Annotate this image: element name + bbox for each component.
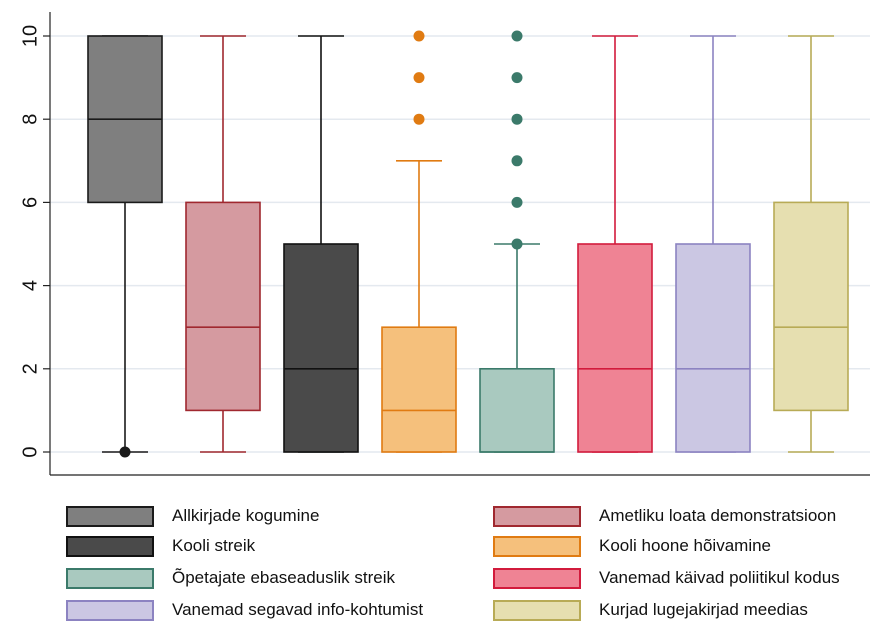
legend-label: Õpetajate ebaseaduslik streik	[172, 568, 396, 587]
legend-label: Kurjad lugejakirjad meedias	[599, 600, 808, 619]
outlier-point	[119, 446, 131, 458]
legend-item: Vanemad käivad poliitikul kodus	[493, 566, 840, 590]
y-tick-label: 2	[19, 363, 41, 374]
outlier-point	[413, 30, 425, 42]
legend: Allkirjade kogumine Ametliku loata demon…	[0, 492, 877, 624]
outlier-point	[511, 113, 523, 125]
box	[773, 201, 849, 412]
y-tick-label: 4	[19, 280, 41, 291]
box	[479, 367, 555, 453]
box	[185, 201, 261, 412]
legend-swatch	[493, 567, 581, 589]
legend-label: Vanemad segavad info-kohtumist	[172, 600, 424, 619]
box	[283, 243, 359, 453]
legend-item: Õpetajate ebaseaduslik streik	[66, 566, 395, 590]
legend-item: Kurjad lugejakirjad meedias	[493, 598, 808, 622]
y-tick-label: 8	[19, 114, 41, 125]
legend-swatch	[66, 599, 154, 621]
box	[675, 243, 751, 453]
box	[381, 326, 457, 453]
outlier-point	[413, 72, 425, 84]
legend-swatch	[493, 599, 581, 621]
outlier-point	[511, 72, 523, 84]
legend-swatch	[493, 535, 581, 557]
legend-swatch	[66, 567, 154, 589]
y-tick-label: 10	[19, 25, 41, 47]
legend-label: Allkirjade kogumine	[172, 506, 320, 525]
box-plot-chart: 0 2 4 6 8 10	[19, 12, 870, 476]
legend-item: Kooli hoone hõivamine	[493, 534, 771, 558]
legend-swatch	[66, 535, 154, 557]
y-tick-label: 0	[19, 446, 41, 457]
outlier-point	[511, 196, 523, 208]
outlier-point	[511, 155, 523, 167]
outlier-point	[413, 113, 425, 125]
legend-label: Ametliku loata demonstratsioon	[599, 506, 837, 525]
legend-item: Ametliku loata demonstratsioon	[493, 504, 836, 528]
legend-label: Kooli hoone hõivamine	[599, 536, 772, 555]
legend-item: Vanemad segavad info-kohtumist	[66, 598, 423, 622]
outlier-point	[511, 30, 523, 42]
legend-swatch	[493, 505, 581, 527]
legend-swatch	[66, 505, 154, 527]
legend-label: Kooli streik	[172, 536, 256, 555]
legend-label: Vanemad käivad poliitikul kodus	[599, 568, 840, 587]
box	[577, 243, 653, 453]
y-tick-label: 6	[19, 197, 41, 208]
outlier-point	[511, 238, 523, 250]
legend-item: Kooli streik	[66, 534, 255, 558]
legend-item: Allkirjade kogumine	[66, 504, 319, 528]
